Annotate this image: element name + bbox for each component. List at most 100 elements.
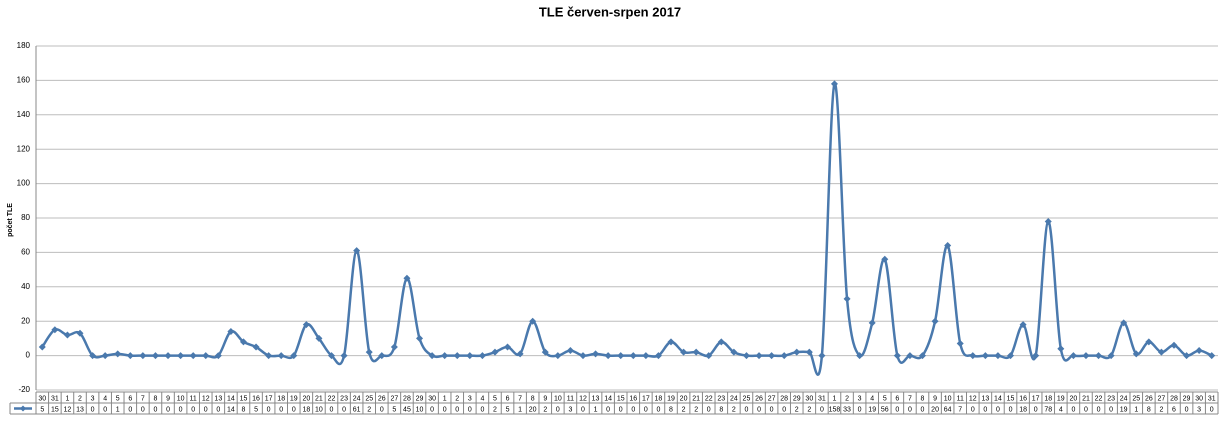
data-label: 0: [91, 406, 95, 413]
x-tick-label: 1: [65, 395, 69, 402]
x-tick-label: 13: [214, 395, 222, 402]
data-label: 78: [1044, 406, 1052, 413]
data-label: 19: [1120, 406, 1128, 413]
x-tick-label: 25: [1132, 395, 1140, 402]
x-tick-label: 31: [818, 395, 826, 402]
marker: [453, 352, 461, 360]
x-tick-label: 6: [128, 395, 132, 402]
marker: [189, 352, 197, 360]
x-tick-label: 8: [154, 395, 158, 402]
data-label: 0: [619, 406, 623, 413]
x-tick-label: 19: [290, 395, 298, 402]
data-label: 0: [179, 406, 183, 413]
marker: [164, 352, 172, 360]
data-label: 0: [606, 406, 610, 413]
marker: [994, 352, 1002, 360]
marker: [1095, 352, 1103, 360]
data-label: 0: [644, 406, 648, 413]
x-tick-label: 28: [403, 395, 411, 402]
x-tick-label: 4: [870, 395, 874, 402]
y-tick-label: 180: [17, 41, 31, 50]
marker: [843, 295, 851, 303]
marker: [390, 343, 398, 351]
marker: [654, 352, 662, 360]
marker: [1120, 319, 1128, 327]
marker: [403, 274, 411, 282]
data-label: 0: [191, 406, 195, 413]
marker: [730, 348, 738, 356]
data-label: 1: [1134, 406, 1138, 413]
x-tick-label: 11: [190, 395, 197, 402]
marker: [340, 352, 348, 360]
marker: [956, 340, 964, 348]
data-label: 20: [931, 406, 939, 413]
x-tick-label: 27: [1158, 395, 1166, 402]
marker: [365, 348, 373, 356]
data-label: 7: [958, 406, 962, 413]
x-tick-label: 14: [604, 395, 612, 402]
marker: [755, 352, 763, 360]
marker: [931, 317, 939, 325]
x-tick-label: 17: [1032, 395, 1040, 402]
x-tick-label: 30: [38, 395, 46, 402]
x-tick-label: 25: [365, 395, 373, 402]
x-tick-label: 21: [1082, 395, 1090, 402]
data-label: 0: [1185, 406, 1189, 413]
data-label: 20: [529, 406, 537, 413]
y-axis-label: počet TLE: [7, 203, 14, 237]
x-tick-label: 3: [468, 395, 472, 402]
marker: [1044, 217, 1052, 225]
x-tick-label: 5: [493, 395, 497, 402]
marker: [416, 334, 424, 342]
x-tick-label: 20: [302, 395, 310, 402]
x-tick-label: 20: [1069, 395, 1077, 402]
x-tick-label: 21: [315, 395, 323, 402]
data-label: 4: [1059, 406, 1063, 413]
marker: [742, 352, 750, 360]
x-tick-label: 3: [858, 395, 862, 402]
marker: [868, 319, 876, 327]
x-tick-label: 7: [518, 395, 522, 402]
marker: [1132, 350, 1140, 358]
x-tick-label: 10: [177, 395, 185, 402]
x-tick-label: 6: [895, 395, 899, 402]
data-label: 0: [154, 406, 158, 413]
x-tick-label: 19: [667, 395, 675, 402]
marker: [566, 346, 574, 354]
x-tick-label: 7: [141, 395, 145, 402]
marker: [441, 352, 449, 360]
marker: [592, 350, 600, 358]
data-label: 8: [242, 406, 246, 413]
marker: [1170, 341, 1178, 349]
data-label: 0: [1034, 406, 1038, 413]
y-tick-label: 80: [21, 213, 30, 222]
marker: [818, 352, 826, 360]
marker: [919, 352, 926, 360]
marker: [793, 348, 801, 356]
data-label: 56: [881, 406, 889, 413]
x-tick-label: 22: [328, 395, 336, 402]
marker: [114, 350, 122, 358]
marker: [1195, 346, 1203, 354]
x-tick-label: 24: [353, 395, 361, 402]
marker: [604, 352, 612, 360]
line: [41, 82, 1213, 376]
x-tick-label: 26: [378, 395, 386, 402]
y-tick-label: 120: [17, 144, 31, 153]
x-tick-label: 26: [1145, 395, 1153, 402]
x-tick-label: 16: [629, 395, 637, 402]
x-tick-label: 15: [240, 395, 248, 402]
data-label: 0: [455, 406, 459, 413]
marker: [76, 329, 84, 337]
marker: [315, 334, 323, 342]
data-label: 0: [141, 406, 145, 413]
x-tick-label: 14: [227, 395, 235, 402]
marker: [780, 352, 788, 360]
x-tick-label: 30: [805, 395, 813, 402]
data-label: 5: [40, 406, 44, 413]
data-label: 2: [493, 406, 497, 413]
marker: [1183, 352, 1191, 360]
x-tick-label: 21: [692, 395, 700, 402]
data-label: 0: [996, 406, 1000, 413]
